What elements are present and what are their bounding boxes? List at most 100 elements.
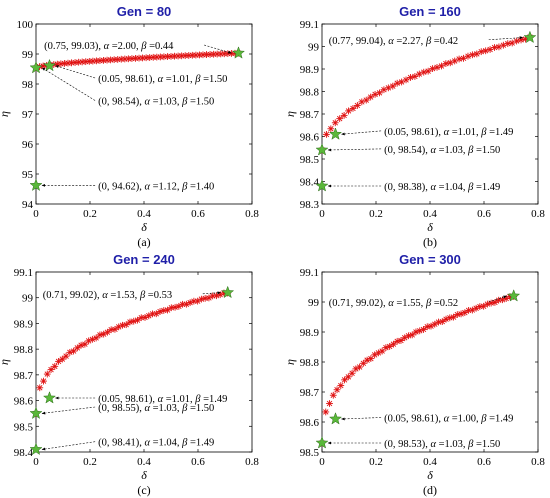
front-point bbox=[491, 44, 498, 51]
front-point bbox=[407, 74, 414, 81]
x-tick-label: 0.4 bbox=[423, 208, 437, 220]
front-point bbox=[337, 382, 345, 389]
front-point bbox=[482, 47, 490, 55]
front-point bbox=[327, 125, 335, 133]
y-tick-label: 99.1 bbox=[300, 267, 319, 279]
x-tick-label: 0.2 bbox=[369, 456, 383, 468]
x-tick-label: 0.8 bbox=[245, 456, 259, 468]
annotation-arrow bbox=[341, 130, 382, 136]
x-tick-label: 0.8 bbox=[531, 208, 545, 220]
x-tick-label: 0.6 bbox=[191, 208, 205, 220]
annotation-label: (0.71, 99.02), α =1.55, β =0.52 bbox=[329, 298, 458, 309]
panel-a: 0 0.2 0.4 0.6 0.8 94 95 96 97 98 99 100 Gen = 80 δ η (a… bbox=[0, 4, 259, 249]
front-point bbox=[438, 318, 446, 325]
front-point bbox=[336, 115, 344, 123]
x-tick-label: 0.2 bbox=[83, 456, 97, 468]
front-point bbox=[461, 309, 469, 317]
front-point bbox=[455, 55, 463, 63]
best-solution-star bbox=[328, 127, 343, 140]
annotation-label: (0.05, 98.61), α =1.01, β =1.49 bbox=[98, 394, 227, 405]
annotation-arrow bbox=[41, 67, 96, 101]
best-solution-star bbox=[29, 178, 43, 191]
front-point bbox=[408, 331, 416, 339]
front-point bbox=[513, 37, 521, 45]
front-point bbox=[164, 306, 171, 314]
front-point bbox=[348, 369, 356, 377]
best-solution-star bbox=[315, 436, 329, 449]
front-point bbox=[504, 40, 512, 47]
panel-caption: (d) bbox=[423, 483, 437, 497]
front-point bbox=[122, 321, 130, 329]
y-tick-label: 95 bbox=[22, 169, 34, 181]
x-tick-label: 0.6 bbox=[477, 456, 491, 468]
annotation-label: (0, 98.54), α =1.03, β =1.50 bbox=[98, 97, 214, 108]
front-point bbox=[329, 391, 337, 399]
annotation-label: (0.75, 99.03), α =2.00, β =0.44 bbox=[44, 41, 174, 52]
annotation-arrow bbox=[41, 406, 96, 415]
x-axis-label: δ bbox=[427, 220, 433, 234]
front-point bbox=[398, 78, 406, 86]
panel-caption: (c) bbox=[137, 483, 150, 497]
annotation-arrow bbox=[204, 44, 232, 54]
best-solution-star bbox=[42, 391, 57, 404]
front-point bbox=[92, 334, 100, 342]
panel-d: 0 0.2 0.4 0.6 0.8 98.5 98.6 98.7 98.8 98.9 99 99.1 G… bbox=[283, 252, 545, 497]
y-tick-label: 99 bbox=[22, 49, 34, 61]
best-solution-star bbox=[315, 179, 329, 192]
panel-caption: (b) bbox=[423, 235, 437, 249]
front-point bbox=[491, 299, 499, 306]
front-point bbox=[477, 48, 485, 56]
annotation-label: (0.05, 98.61), α =1.01, β =1.49 bbox=[384, 127, 513, 138]
y-tick-label: 98.8 bbox=[300, 87, 320, 99]
front-point bbox=[420, 326, 427, 333]
y-axis-label: η bbox=[283, 359, 297, 365]
y-tick-label: 99 bbox=[22, 293, 34, 305]
best-solution-star bbox=[29, 442, 43, 456]
front-point bbox=[393, 79, 401, 87]
annotation-label: (0.05, 98.61), α =1.00, β =1.49 bbox=[384, 414, 513, 425]
y-tick-label: 97 bbox=[22, 109, 34, 121]
y-tick-label: 99.1 bbox=[300, 19, 319, 31]
y-tick-label: 96 bbox=[22, 139, 34, 151]
front-point bbox=[438, 62, 445, 70]
front-point bbox=[473, 50, 481, 58]
y-tick-label: 98.7 bbox=[300, 387, 320, 399]
front-point bbox=[464, 52, 472, 60]
y-tick-label: 98.5 bbox=[14, 421, 34, 433]
annotation-label: (0, 98.55), α =1.03, β =1.50 bbox=[98, 403, 214, 414]
y-tick-label: 98.4 bbox=[300, 177, 320, 189]
y-tick-label: 98.8 bbox=[14, 344, 34, 356]
front-point bbox=[341, 376, 348, 384]
x-tick-label: 0.4 bbox=[423, 456, 437, 468]
front-point bbox=[433, 63, 441, 71]
y-tick-label: 98.5 bbox=[300, 447, 320, 459]
y-tick-label: 98.6 bbox=[300, 417, 320, 429]
best-solution-star bbox=[29, 60, 43, 74]
best-solution-star bbox=[315, 143, 329, 156]
front-point bbox=[429, 65, 436, 72]
axes-box bbox=[321, 23, 539, 205]
panel-caption: (a) bbox=[137, 235, 150, 249]
y-axis-label: η bbox=[283, 111, 297, 117]
x-tick-label: 0.6 bbox=[191, 456, 205, 468]
front-point bbox=[152, 310, 160, 318]
front-point bbox=[450, 313, 457, 321]
y-axis-label: η bbox=[0, 359, 11, 365]
annotation-arrow bbox=[327, 148, 382, 152]
annotation-arrow bbox=[41, 441, 96, 451]
front-point bbox=[36, 384, 44, 392]
y-tick-label: 98.9 bbox=[14, 318, 34, 330]
x-tick-label: 0.4 bbox=[137, 456, 151, 468]
front-point bbox=[134, 316, 141, 324]
front-point bbox=[43, 370, 51, 378]
y-tick-label: 98.9 bbox=[300, 327, 320, 339]
annotation-arrow bbox=[202, 291, 222, 295]
annotation-label: (0, 98.41), α =1.04, β =1.49 bbox=[98, 438, 214, 449]
front-point bbox=[431, 320, 439, 328]
front-point bbox=[111, 325, 119, 333]
x-tick-label: 0 bbox=[33, 208, 39, 220]
panel-title: Gen = 240 bbox=[113, 252, 175, 267]
x-tick-label: 0.8 bbox=[531, 456, 545, 468]
annotation-label: (0, 98.38), α =1.04, β =1.49 bbox=[384, 182, 500, 193]
y-tick-label: 98.5 bbox=[300, 154, 320, 166]
